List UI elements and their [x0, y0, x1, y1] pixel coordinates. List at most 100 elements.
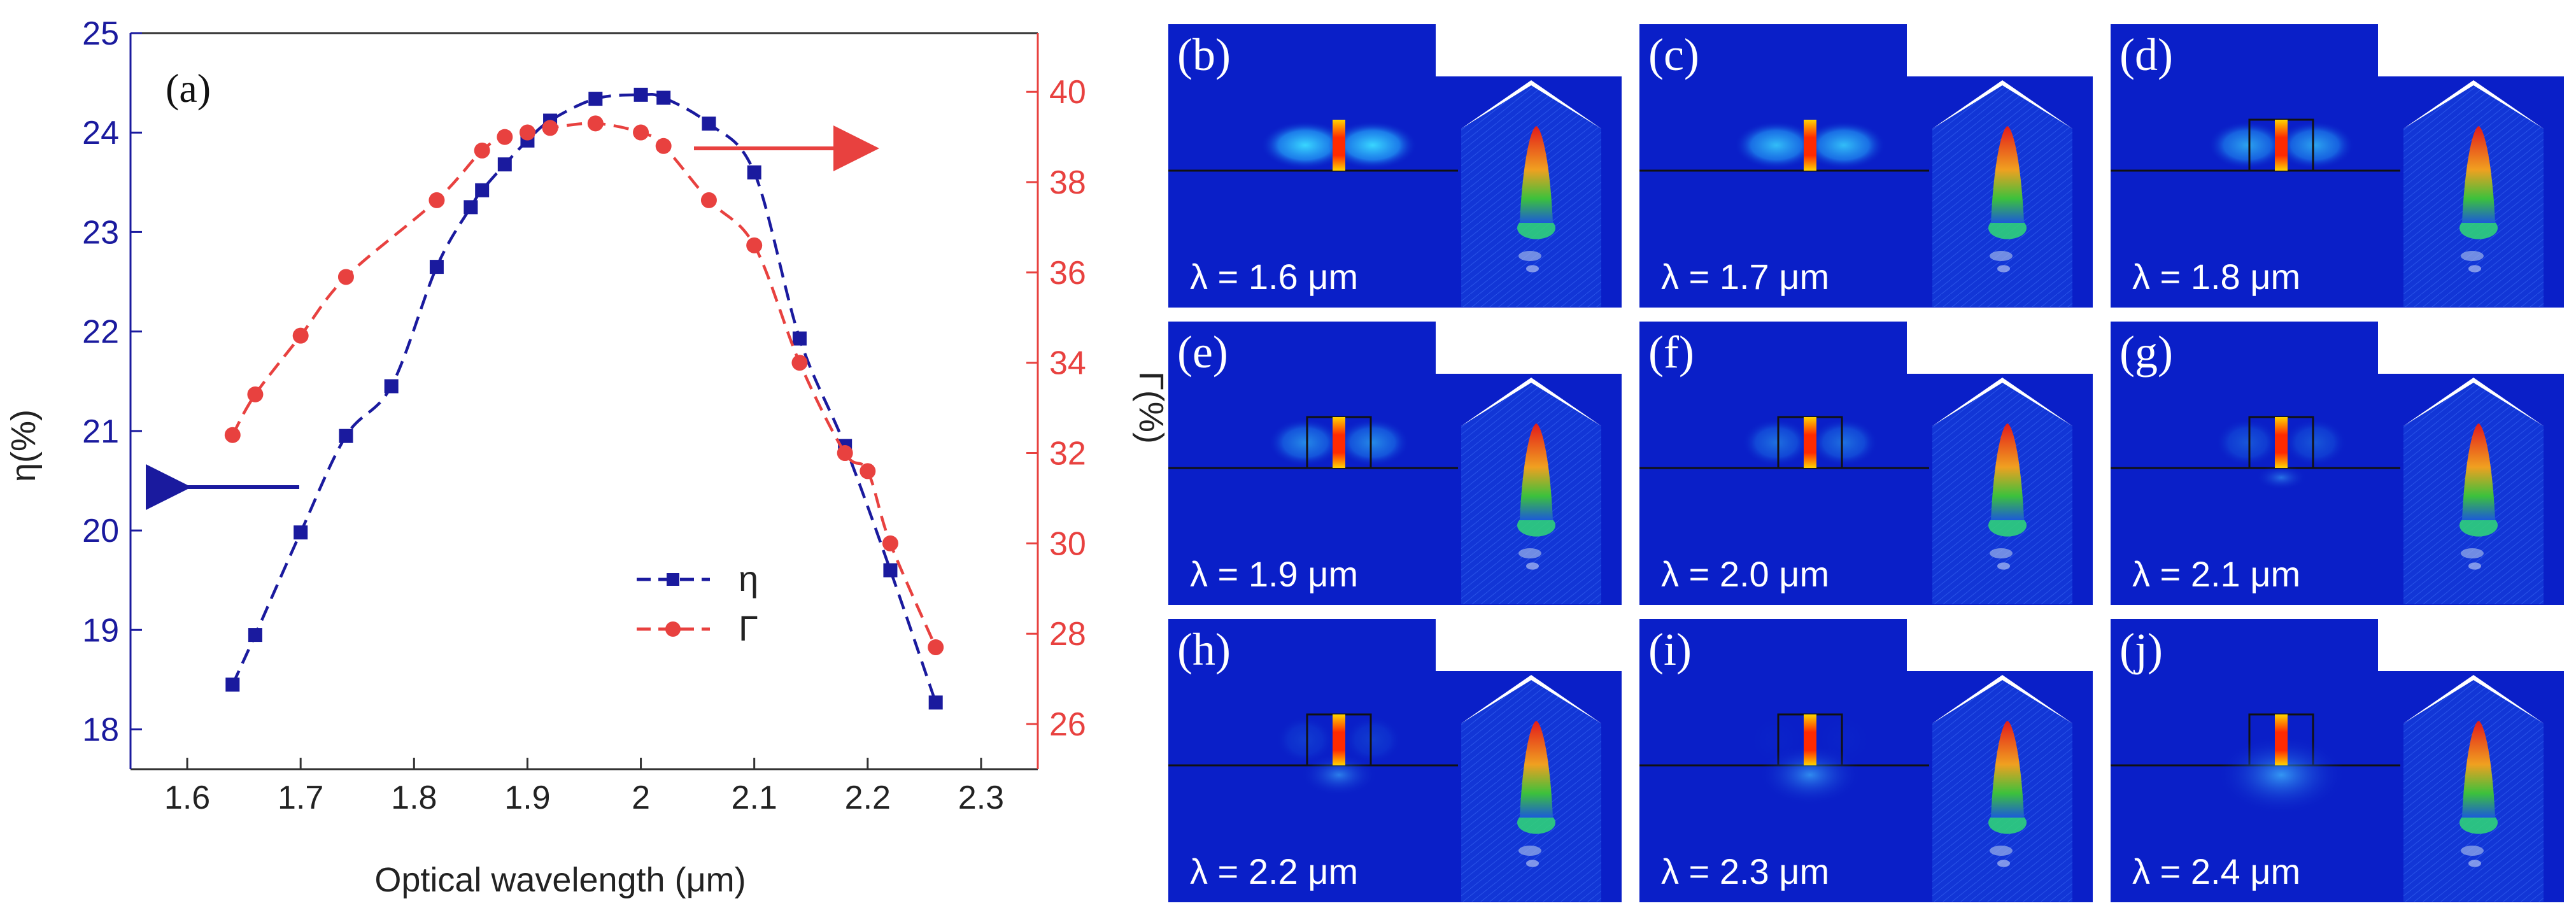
y-left-tick-label: 21 [82, 413, 119, 450]
wavelength-label: λ = 2.1 μm [2132, 554, 2301, 594]
gamma-data-point [497, 129, 513, 145]
x-tick-label: 1.7 [278, 779, 323, 816]
legend: η Γ [637, 558, 758, 648]
y-right-tick-label: 38 [1049, 164, 1086, 201]
wavelength-label: λ = 1.8 μm [2132, 257, 2301, 297]
eta-data-point [883, 563, 898, 578]
gamma-data-point [224, 427, 241, 443]
y-left-axis-label: η(%) [4, 409, 43, 482]
legend-eta-label: η [739, 558, 758, 599]
mode-panel: (f) λ = 2.0 μm [1639, 322, 2093, 605]
series-layer [224, 87, 944, 710]
panel-label: (d) [2120, 29, 2173, 80]
wavelength-label: λ = 2.3 μm [1661, 851, 1830, 891]
eta-data-point [928, 695, 943, 710]
eta-data-point [429, 260, 444, 274]
y-right-tick-label: 26 [1049, 706, 1086, 743]
x-tick-label: 1.8 [391, 779, 437, 816]
eta-data-point [497, 157, 512, 172]
mode-panel: (j) λ = 2.4 μm [2111, 619, 2564, 902]
panel-label: (b) [1177, 29, 1231, 80]
mode-panel: (d) λ = 1.8 μm [2111, 24, 2564, 308]
gamma-data-point [928, 639, 944, 656]
wavelength-label: λ = 1.6 μm [1190, 257, 1359, 297]
y-left-tick-label: 20 [82, 513, 119, 550]
wavelength-label: λ = 2.4 μm [2132, 851, 2301, 891]
legend-gamma-marker [665, 621, 681, 637]
y-right-tick-label: 28 [1049, 616, 1086, 653]
tick-layer: 1.6 1.7 1.8 1.9 2 2.1 2.2 2.3 18 19 20 21 22 23 24 25 26… [82, 15, 1086, 816]
gamma-series-line [231, 122, 937, 648]
eta-data-point [339, 429, 353, 443]
panel-label: (h) [1177, 624, 1231, 675]
eta-data-point [792, 331, 807, 346]
y-left-tick-label: 22 [82, 314, 119, 351]
panel-label: (j) [2120, 624, 2163, 675]
gamma-data-point [587, 115, 604, 132]
x-axis-label: Optical wavelength (μm) [374, 861, 746, 899]
gamma-data-point [337, 269, 354, 285]
x-tick-label: 2.2 [845, 779, 891, 816]
x-tick-label: 2.1 [732, 779, 777, 816]
eta-data-point [747, 165, 761, 180]
y-left-tick-label: 19 [82, 612, 119, 649]
legend-eta-marker [667, 573, 679, 586]
plot-frame [129, 32, 1039, 770]
y-left-tick-label: 24 [82, 115, 119, 152]
mode-panel: (g) λ = 2.1 μm [2111, 322, 2564, 605]
panel-label: (c) [1648, 29, 1699, 80]
gamma-data-point [542, 120, 558, 136]
y-right-tick-label: 32 [1049, 436, 1086, 472]
y-right-tick-label: 34 [1049, 345, 1086, 382]
eta-data-point [294, 525, 308, 540]
gamma-data-point [519, 124, 535, 141]
eta-data-point [384, 379, 399, 394]
y-right-axis-label: Γ(%) [1132, 371, 1168, 444]
mode-panel: (i) λ = 2.3 μm [1639, 619, 2093, 902]
eta-data-point [588, 92, 603, 106]
panel-label: (e) [1177, 327, 1228, 378]
eta-data-point [633, 87, 648, 102]
eta-data-point [475, 183, 490, 197]
gamma-data-point [428, 192, 445, 208]
legend-gamma-label: Γ [739, 608, 758, 648]
mode-field-panel-grid: (b) λ = 1.6 μm (c) λ = 1.7 μm (d) λ = 1.… [1168, 24, 2576, 915]
gamma-data-point [633, 124, 649, 141]
wavelength-label: λ = 2.0 μm [1661, 554, 1830, 594]
gamma-data-point [700, 192, 717, 208]
x-tick-label: 1.6 [164, 779, 210, 816]
mode-panel: (h) λ = 2.2 μm [1168, 619, 1622, 902]
gamma-data-point [655, 138, 672, 154]
mode-panel: (e) λ = 1.9 μm [1168, 322, 1622, 605]
eta-data-point [464, 200, 478, 215]
mode-panel: (c) λ = 1.7 μm [1639, 24, 2093, 308]
x-tick-label: 1.9 [504, 779, 550, 816]
y-right-tick-label: 40 [1049, 74, 1086, 111]
gamma-data-point [746, 237, 763, 253]
gamma-data-point [474, 142, 490, 159]
wavelength-label: λ = 1.9 μm [1190, 554, 1359, 594]
gamma-data-point [247, 386, 264, 402]
wavelength-label: λ = 2.2 μm [1190, 851, 1359, 891]
mode-panel: (b) λ = 1.6 μm [1168, 24, 1622, 308]
eta-data-point [656, 90, 671, 105]
panel-label: (g) [2120, 327, 2173, 378]
eta-data-point [248, 628, 262, 642]
panel-label: (f) [1648, 327, 1694, 378]
gamma-data-point [837, 445, 853, 462]
y-left-tick-label: 25 [82, 15, 119, 52]
eta-series-line [231, 92, 937, 704]
dual-axis-line-chart: 1.6 1.7 1.8 1.9 2 2.1 2.2 2.3 18 19 20 21 22 23 24 25 26… [4, 15, 1168, 899]
eta-data-point [225, 677, 240, 692]
gamma-data-point [860, 463, 876, 479]
panel-label-a: (a) [166, 66, 211, 111]
gamma-data-point [292, 327, 309, 344]
eta-data-point [702, 117, 716, 131]
gamma-data-point [791, 355, 808, 371]
x-tick-label: 2 [632, 779, 650, 816]
panel-label: (i) [1648, 624, 1692, 675]
y-left-tick-label: 23 [82, 214, 119, 251]
y-right-tick-label: 30 [1049, 525, 1086, 562]
gamma-data-point [882, 535, 898, 551]
wavelength-label: λ = 1.7 μm [1661, 257, 1830, 297]
